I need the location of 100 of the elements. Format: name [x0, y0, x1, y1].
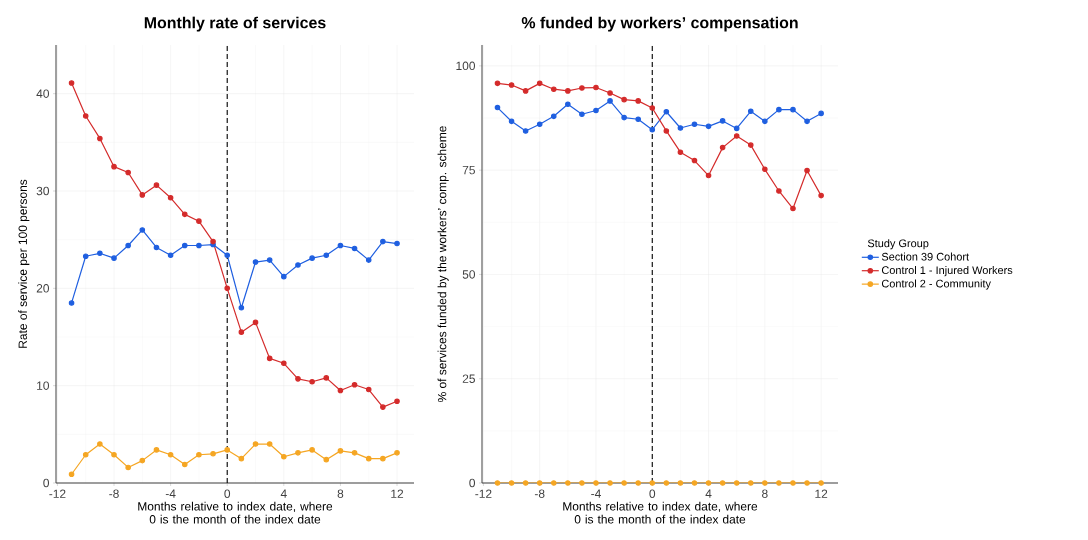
point — [691, 480, 698, 486]
point — [677, 149, 684, 155]
point — [337, 448, 344, 454]
point — [295, 376, 301, 382]
point — [68, 471, 75, 478]
point — [224, 252, 231, 259]
point — [153, 182, 160, 188]
x-tick-label: 0 — [224, 489, 231, 498]
x-tick-label: -4 — [165, 489, 176, 498]
y-tick-label: 75 — [462, 165, 475, 175]
point — [394, 398, 400, 405]
x-tick-label: -12 — [49, 489, 66, 498]
point — [593, 84, 599, 91]
point — [635, 480, 641, 486]
x-axis-title: Months relative to index date, where 0 is the month of the index date — [138, 501, 333, 524]
point — [281, 453, 287, 460]
point — [593, 480, 599, 486]
point — [776, 480, 782, 486]
point — [790, 480, 796, 486]
point — [181, 242, 188, 249]
x-tick-label: 8 — [337, 489, 344, 498]
point — [550, 480, 557, 486]
x-axis-title: Months relative to index date, where 0 is the month of the index date — [563, 501, 758, 524]
point — [607, 480, 613, 486]
point — [565, 480, 571, 486]
point — [621, 96, 627, 103]
point — [252, 259, 259, 265]
point — [196, 242, 202, 249]
x-tick-label: -8 — [534, 489, 545, 498]
x-tick-label: -4 — [591, 489, 601, 498]
point — [181, 211, 188, 218]
point — [97, 441, 103, 447]
point — [281, 360, 287, 367]
point — [266, 257, 273, 263]
y-tick-label: 0 — [43, 478, 50, 488]
point — [663, 480, 670, 486]
point — [522, 88, 529, 94]
point — [309, 447, 315, 453]
point — [691, 157, 698, 164]
point — [238, 329, 245, 335]
point — [394, 450, 400, 456]
legend-label: Control 2 - Community — [881, 279, 991, 290]
point — [309, 255, 315, 261]
point — [663, 108, 670, 115]
x-tick-label: 12 — [391, 489, 404, 498]
y-tick-label: 100 — [456, 61, 476, 71]
point — [607, 98, 613, 104]
point — [266, 355, 273, 362]
point — [252, 319, 259, 326]
point — [677, 125, 684, 131]
x-tick-label: 4 — [280, 489, 287, 498]
point — [394, 240, 400, 247]
point — [323, 252, 330, 259]
point — [747, 142, 754, 148]
point — [508, 118, 515, 125]
point — [804, 480, 810, 486]
point — [125, 169, 131, 176]
point — [153, 244, 160, 251]
point — [635, 98, 641, 104]
point — [550, 86, 557, 93]
point — [196, 218, 202, 224]
point — [351, 245, 358, 252]
point — [323, 456, 330, 463]
point — [649, 126, 656, 133]
point — [68, 300, 75, 306]
point — [125, 464, 131, 471]
point — [719, 480, 726, 486]
y-tick-label: 10 — [37, 381, 50, 390]
point — [762, 166, 768, 173]
point — [776, 188, 782, 194]
point — [494, 80, 501, 87]
point — [804, 118, 810, 125]
point — [579, 111, 585, 118]
point — [351, 381, 358, 388]
point — [677, 480, 684, 486]
legend-title: Study Group — [867, 239, 929, 250]
point — [747, 480, 754, 486]
point — [111, 255, 117, 261]
y-axis-title: % of services funded by the workers’ comp. scheme — [437, 126, 449, 403]
point — [593, 107, 599, 114]
point — [181, 461, 188, 468]
point — [705, 123, 712, 130]
point — [111, 163, 117, 170]
y-tick-label: 40 — [36, 89, 50, 98]
point — [337, 387, 344, 394]
point — [818, 480, 824, 486]
point — [252, 441, 259, 447]
point — [139, 192, 146, 198]
point — [762, 118, 768, 125]
point — [719, 144, 726, 151]
point — [295, 450, 301, 456]
point — [522, 128, 529, 134]
point — [705, 172, 712, 179]
point — [508, 480, 515, 486]
point — [111, 451, 117, 458]
point — [167, 451, 174, 458]
point — [733, 125, 740, 132]
point — [380, 455, 386, 462]
point — [747, 108, 754, 115]
point — [621, 480, 627, 486]
